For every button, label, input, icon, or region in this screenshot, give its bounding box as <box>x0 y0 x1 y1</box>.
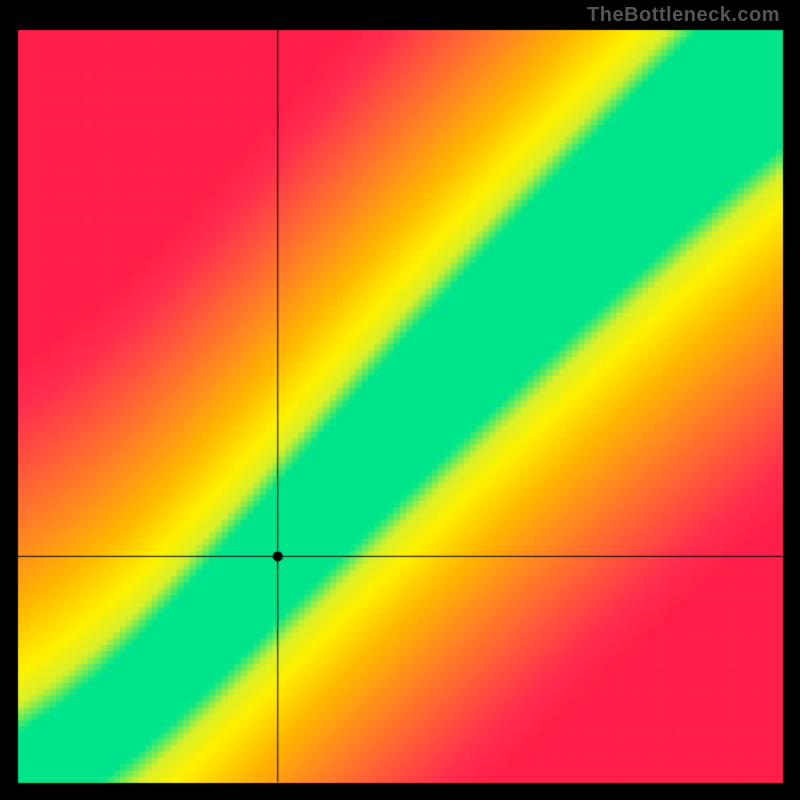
heatmap-canvas <box>0 0 800 800</box>
chart-container: TheBottleneck.com <box>0 0 800 800</box>
watermark-text: TheBottleneck.com <box>587 4 780 27</box>
